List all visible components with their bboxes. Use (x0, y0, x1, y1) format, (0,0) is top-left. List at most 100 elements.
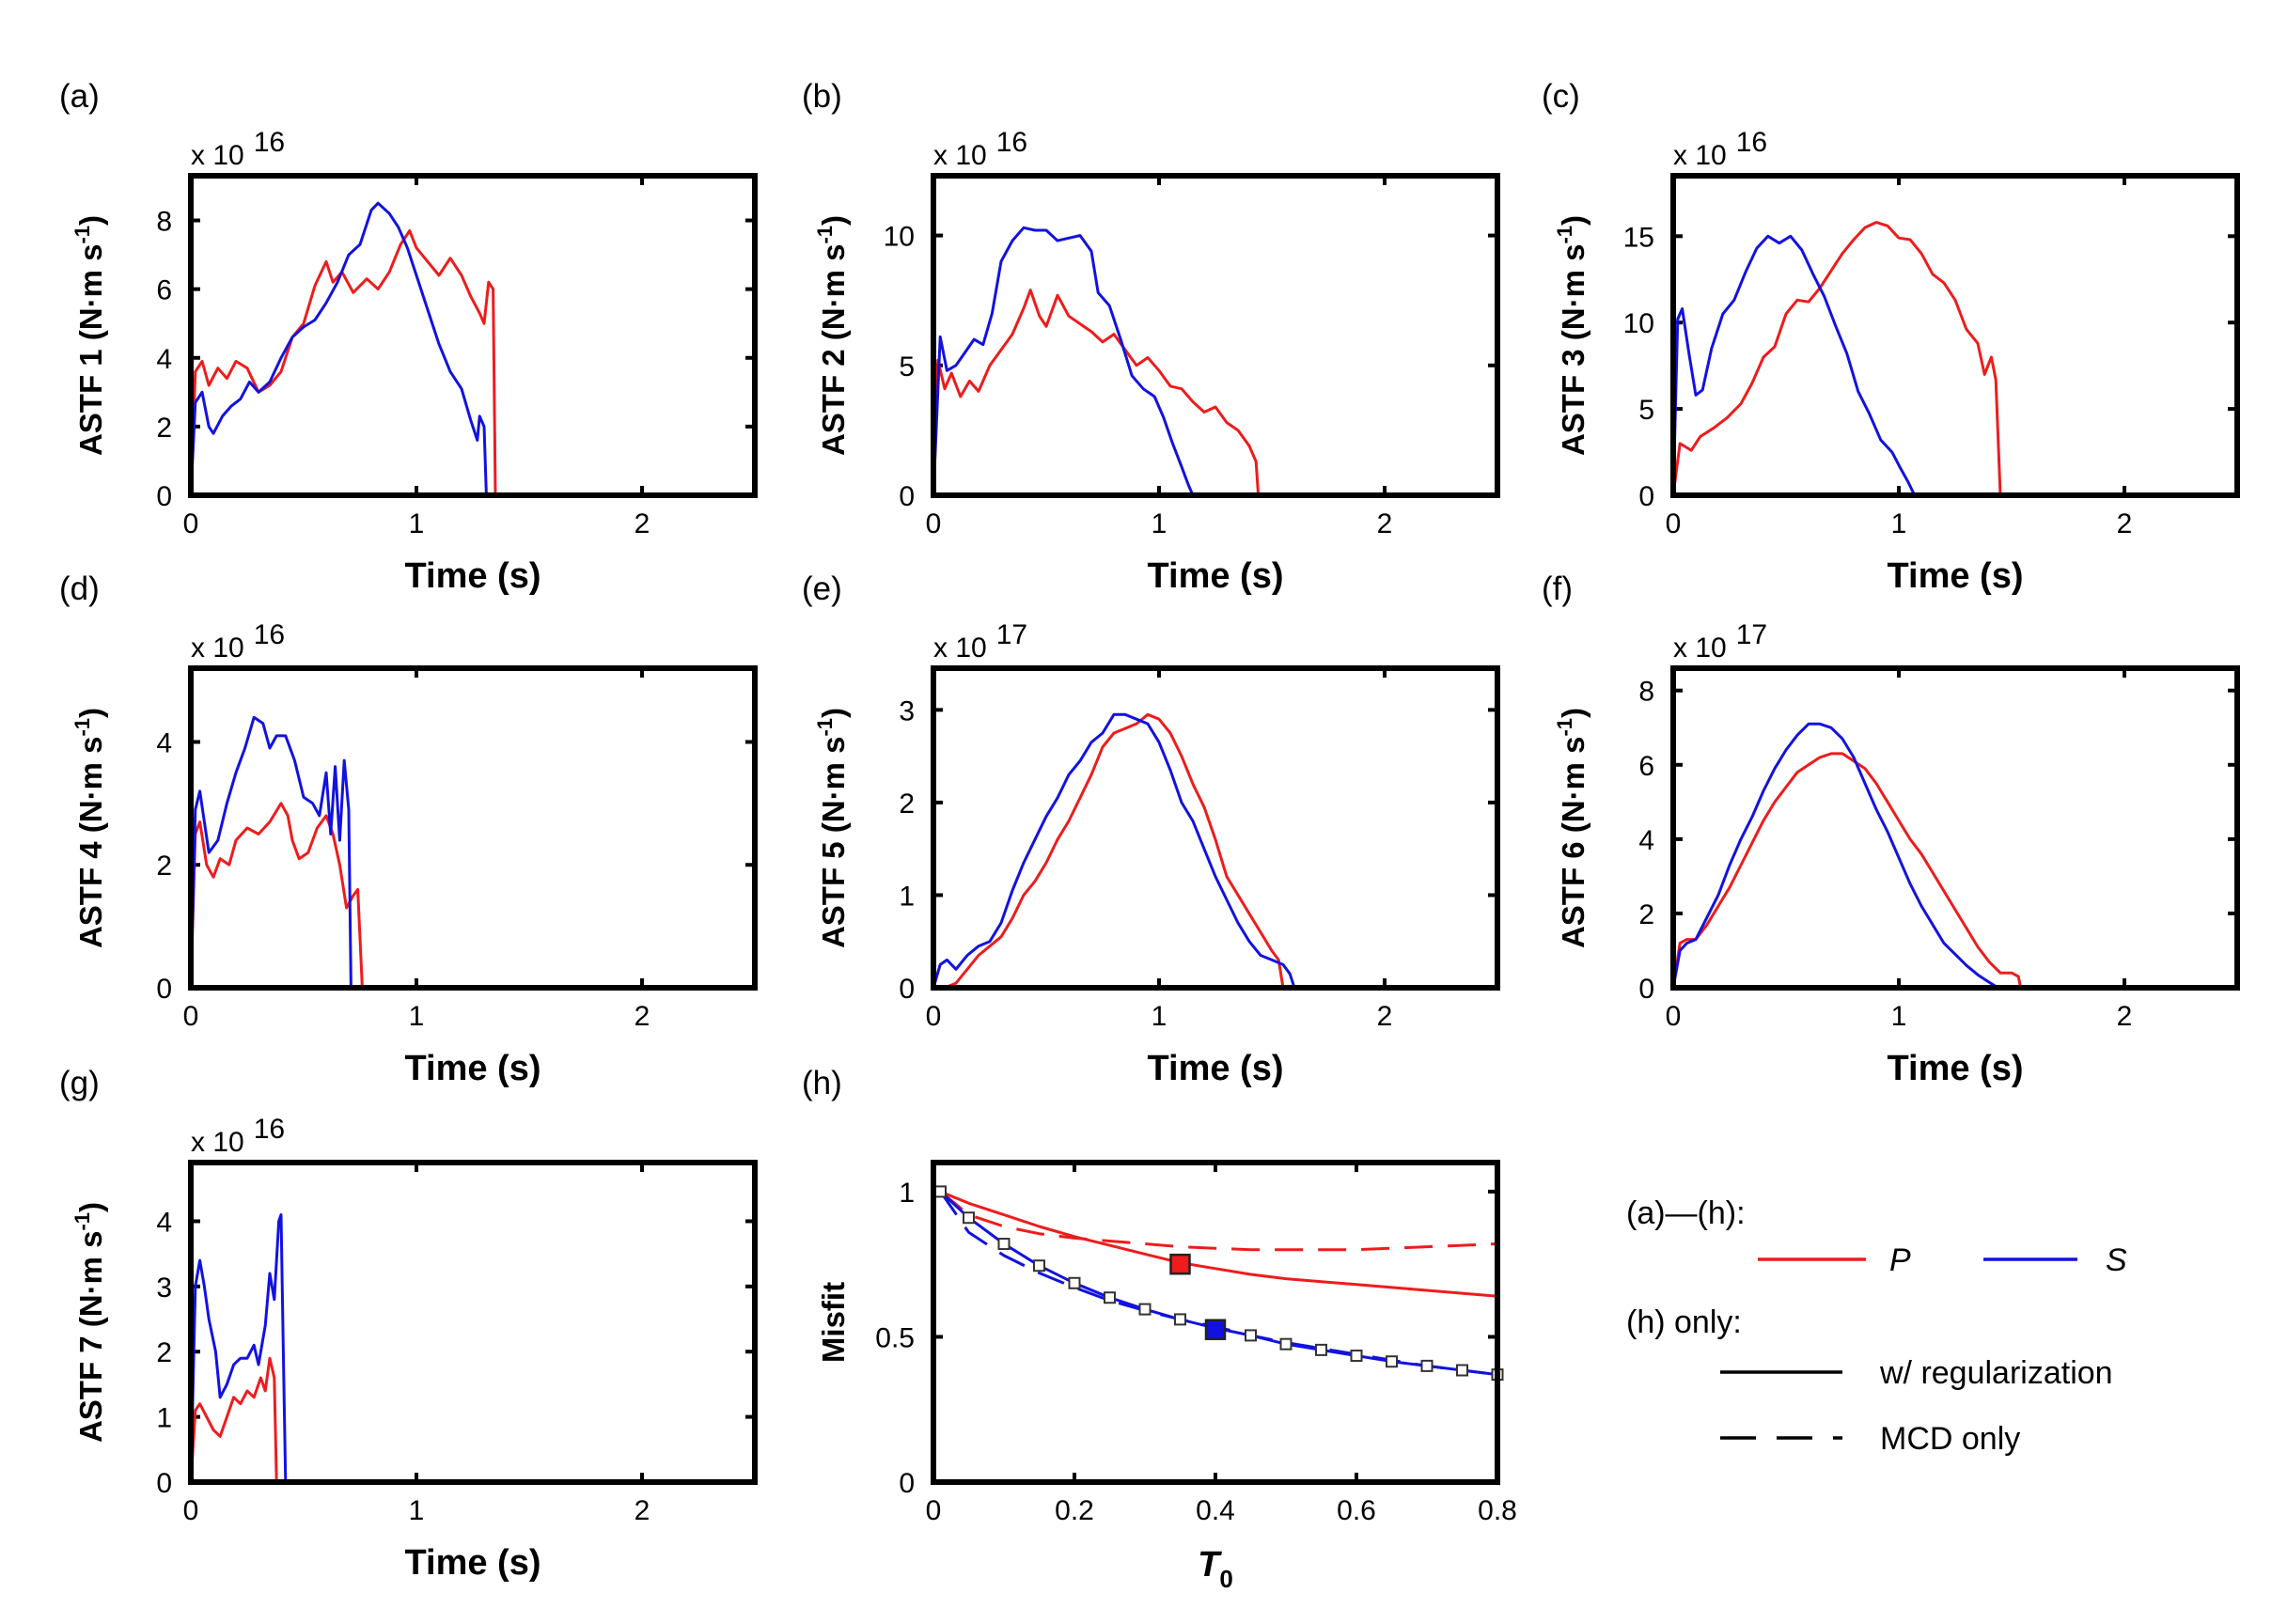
x-tick-label: 0 (926, 1495, 942, 1526)
y-tick-label: 10 (884, 222, 915, 253)
panel-label: (b) (802, 78, 842, 115)
series-line-p (1673, 221, 2002, 495)
x-tick-label: 0 (1666, 1001, 1682, 1032)
series-group (1673, 221, 2002, 495)
x-tick-label: 2 (1377, 1001, 1393, 1032)
sample-marker (1033, 1259, 1045, 1273)
series-line-p (944, 712, 1285, 988)
y-axis-label: ASTF 4 (N·m s-1) (71, 708, 108, 948)
selected-point-s (1204, 1319, 1227, 1340)
y-tick-label: 2 (156, 413, 172, 444)
y-tick-label: 0 (899, 1468, 915, 1499)
multiplier-label: x 10 16 (191, 619, 285, 664)
series-line-s (191, 715, 353, 988)
x-tick-label: 1 (1891, 508, 1907, 539)
y-tick-label: 8 (156, 207, 172, 238)
multiplier-label: x 10 16 (933, 127, 1027, 171)
panel-e: (e) x 10 17 0 1 2 0 1 2 3 Time (s) ASTF 5 (N·m s-1) (802, 570, 1500, 1088)
legend-solid-label: w/ regularization (1879, 1355, 2113, 1391)
x-axis-label: Time (s) (404, 1543, 541, 1583)
sample-marker (1420, 1359, 1434, 1372)
x-tick-label: 1 (1152, 1001, 1167, 1032)
x-tick-label: 0.6 (1337, 1495, 1376, 1526)
series-line-p-solid (939, 1190, 1497, 1298)
multiplier-label: x 10 17 (1673, 619, 1767, 664)
y-tick-label: 1 (899, 881, 915, 912)
y-tick-label: 0 (899, 974, 915, 1005)
panel-label: (c) (1542, 78, 1580, 115)
y-tick-label: 0 (156, 974, 172, 1005)
plot-frame (931, 665, 1500, 991)
y-tick-label: 3 (899, 695, 915, 726)
y-tick-label: 5 (1638, 395, 1654, 426)
series-line-s (191, 201, 488, 495)
series-line-s-solid (939, 1190, 1497, 1377)
x-axis-label: Time (s) (1147, 556, 1283, 596)
panels: (a) x 10 16 0 1 2 0 2 4 6 8 Time (s) ASTF 1 (N·m s-1… (59, 78, 2240, 1593)
legend-p-label: P (1889, 1242, 1911, 1278)
series-line-p-dashed (939, 1190, 1497, 1252)
x-tick-label: 2 (635, 508, 650, 539)
y-tick-label: 2 (899, 789, 915, 820)
sample-marker (1174, 1313, 1186, 1326)
legend-dashed-label: MCD only (1880, 1421, 2020, 1457)
plot-frame (188, 665, 758, 991)
x-tick-label: 1 (409, 508, 425, 539)
y-tick-label: 0 (899, 481, 915, 512)
y-tick-label: 5 (899, 351, 915, 383)
y-tick-label: 10 (1623, 308, 1654, 339)
plot-frame (1670, 173, 2240, 498)
y-tick-label: 8 (1638, 677, 1654, 708)
y-tick-label: 0 (156, 1468, 172, 1499)
series-line-s (1673, 234, 1917, 495)
y-tick-label: 3 (156, 1273, 172, 1304)
x-tick-label: 0 (926, 508, 942, 539)
y-axis-label: ASTF 7 (N·m s-1) (71, 1202, 108, 1443)
sample-marker (997, 1238, 1011, 1251)
y-tick-label: 4 (156, 1207, 172, 1238)
panel-h: (h) 0 0.2 0.4 0.6 0.8 0 0.5 1 T0 Misfit (802, 1065, 1517, 1593)
legend: (a)—(h): P S (h) only: w/ regularization… (1626, 1195, 2127, 1457)
x-tick-label: 0 (926, 1001, 942, 1032)
x-tick-label: 2 (2117, 508, 2133, 539)
series-line-s (1673, 722, 1999, 988)
panel-f: (f) x 10 17 0 1 2 0 2 4 6 8 Time (s) ASTF 6 (N·m s-1… (1542, 570, 2240, 1088)
series-group (939, 1190, 1497, 1377)
panel-g: (g) x 10 16 0 1 2 0 1 2 3 4 Time (s) ASTF 7 (N·m s-1… (59, 1065, 758, 1583)
x-tick-label: 2 (635, 1001, 650, 1032)
y-tick-label: 4 (1638, 825, 1654, 856)
x-tick-label: 1 (409, 1001, 425, 1032)
panel-a: (a) x 10 16 0 1 2 0 2 4 6 8 Time (s) ASTF 1 (N·m s-1… (59, 78, 758, 596)
y-tick-label: 6 (156, 275, 172, 306)
plot-frame (1670, 665, 2240, 991)
x-tick-label: 0 (183, 508, 199, 539)
series-line-s (933, 712, 1296, 988)
y-tick-label: 0 (1638, 481, 1654, 512)
sample-marker (934, 1185, 947, 1198)
y-axis-label: Misfit (816, 1282, 851, 1363)
panel-label: (f) (1542, 570, 1573, 607)
x-axis-label: T0 (1198, 1545, 1233, 1593)
y-axis-label: ASTF 5 (N·m s-1) (813, 708, 851, 948)
selected-point-p (1169, 1253, 1191, 1275)
x-tick-label: 1 (1891, 1001, 1907, 1032)
multiplier-label: x 10 17 (933, 619, 1027, 664)
y-tick-label: 6 (1638, 751, 1654, 782)
multiplier-label: x 10 16 (1673, 127, 1767, 171)
panel-label: (d) (59, 570, 100, 607)
x-tick-label: 0.2 (1055, 1495, 1094, 1526)
legend-title-all: (a)—(h): (1626, 1195, 1746, 1231)
y-tick-label: 0.5 (875, 1322, 915, 1353)
multiplier-label: x 10 16 (191, 127, 285, 171)
sample-marker (1279, 1337, 1293, 1351)
plot-frame (188, 173, 758, 498)
legend-title-h: (h) only: (1626, 1304, 1742, 1340)
panel-label: (e) (802, 570, 842, 607)
series-line-s (933, 226, 1195, 495)
plot-frame (931, 173, 1500, 498)
series-group (933, 226, 1261, 495)
y-tick-label: 1 (156, 1403, 172, 1434)
series-group (191, 1213, 288, 1482)
x-tick-label: 1 (1152, 508, 1167, 539)
